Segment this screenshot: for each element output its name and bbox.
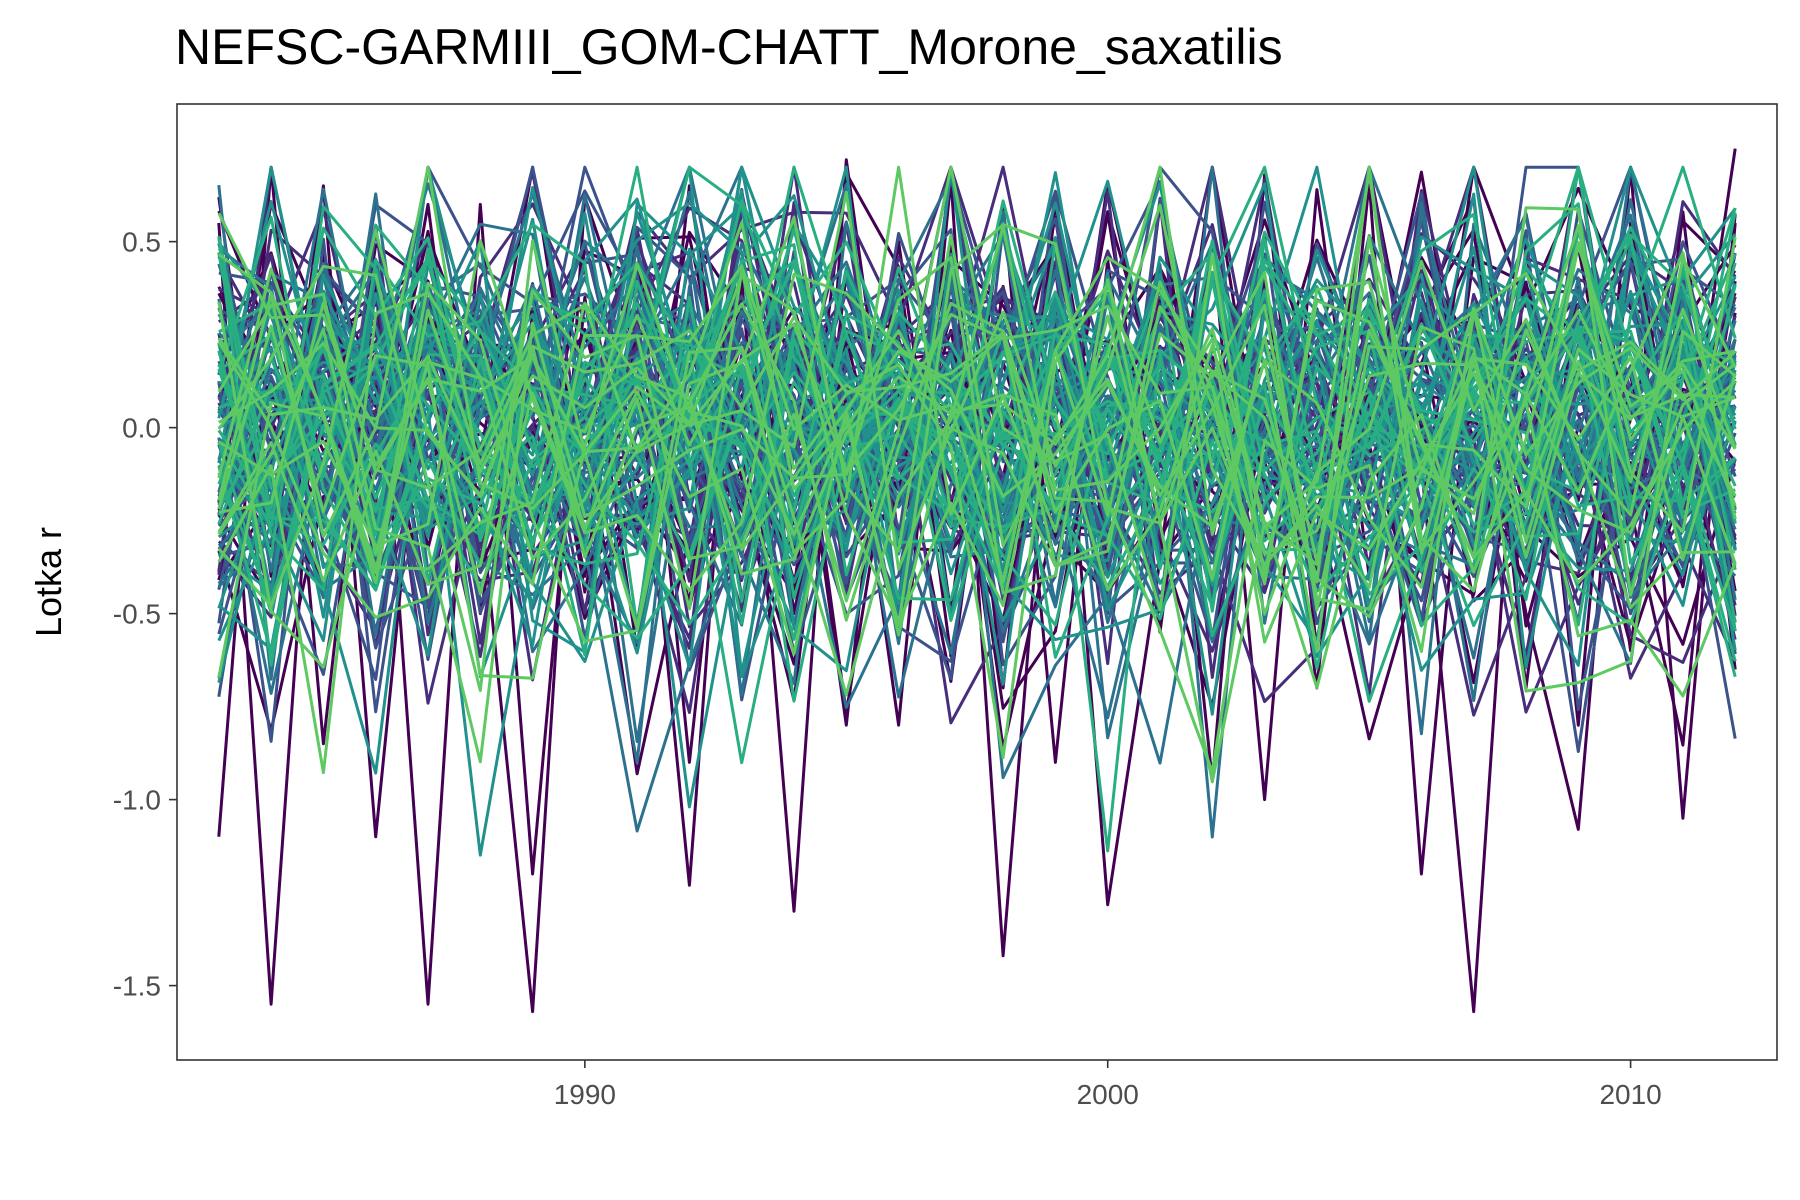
series-line <box>217 256 1737 669</box>
x-axis: 1990 2000 2010 <box>554 1060 1662 1110</box>
y-tick-label: 0.5 <box>122 227 161 258</box>
series-line <box>218 165 1737 630</box>
y-tick-label: -0.5 <box>113 599 161 630</box>
x-tick-label: 1990 <box>554 1079 616 1110</box>
series-line <box>217 244 1737 585</box>
y-tick-label: -1.0 <box>113 785 161 816</box>
y-axis-title: Lotka r <box>28 527 69 637</box>
series-line <box>218 212 1737 626</box>
series-line <box>217 165 1737 612</box>
series-line <box>217 206 1736 784</box>
series-line <box>217 171 1737 593</box>
series-line <box>217 226 1737 622</box>
x-tick-label: 2010 <box>1599 1079 1661 1110</box>
series-lines <box>217 148 1737 1014</box>
series-line <box>217 203 1737 693</box>
series-line <box>217 165 1737 765</box>
series-line <box>217 212 1736 774</box>
panel-border <box>176 103 1778 1061</box>
x-tick-label: 2000 <box>1077 1079 1139 1110</box>
y-tick-label: -1.5 <box>113 971 161 1002</box>
series-line <box>217 264 1736 619</box>
y-axis: 0.5 0.0 -0.5 -1.0 -1.5 <box>113 227 177 1002</box>
series-line <box>217 256 1736 764</box>
series-line <box>217 241 1737 760</box>
series-line <box>217 221 1737 692</box>
y-tick-label: 0.0 <box>122 413 161 444</box>
chart-title: NEFSC-GARMIII_GOM-CHATT_Morone_saxatilis <box>175 19 1283 75</box>
series-line <box>217 262 1737 678</box>
series-line <box>217 165 1737 698</box>
series-line <box>217 224 1737 654</box>
